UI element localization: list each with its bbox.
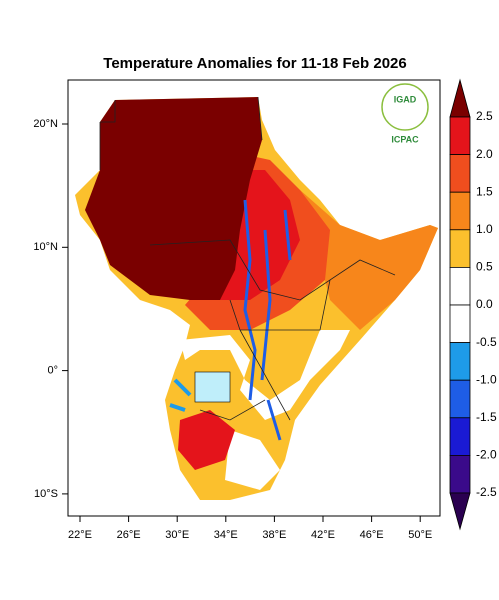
colorbar-label: 2.0 xyxy=(476,147,493,161)
map-area: IGAD ICPAC xyxy=(67,79,441,517)
colorbar-label: -1.5 xyxy=(476,410,497,424)
colorbar-label: 0.5 xyxy=(476,260,493,274)
logo-top: IGAD xyxy=(394,94,417,104)
colorbar-bin xyxy=(449,116,471,155)
lon-label: 30°E xyxy=(165,529,189,541)
neutral-south xyxy=(225,430,280,490)
borders xyxy=(99,96,396,421)
lat-label: 10°N xyxy=(33,241,58,253)
colorbar-label: -2.0 xyxy=(476,448,497,462)
colorbar-bin xyxy=(449,154,471,193)
lat-label: 0° xyxy=(47,365,58,377)
colorbar-label: -2.5 xyxy=(476,485,497,499)
colorbar-label: 2.5 xyxy=(476,109,493,123)
colorbar-label: -1.0 xyxy=(476,372,497,386)
lon-label: 42°E xyxy=(311,529,335,541)
lon-axis: 22°E 26°E 30°E 34°E 38°E 42°E 46°E 50°E xyxy=(68,516,432,541)
very-hot-north xyxy=(85,97,262,300)
colorbar-bin xyxy=(449,191,471,231)
lat-label: 10°S xyxy=(34,488,58,500)
lon-label: 50°E xyxy=(408,529,432,541)
colorbar-bin xyxy=(449,342,471,381)
orange-horn xyxy=(300,190,438,330)
lake-victoria xyxy=(194,371,231,403)
lon-label: 22°E xyxy=(68,529,92,541)
lon-label: 38°E xyxy=(262,529,286,541)
colorbar-bin xyxy=(449,304,471,343)
colorbar-bin xyxy=(449,229,471,268)
lat-label: 20°N xyxy=(33,118,58,130)
lon-label: 46°E xyxy=(360,529,384,541)
colorbar-bin xyxy=(449,454,471,494)
colorbar-bin xyxy=(449,266,471,306)
colorbar-label: 1.5 xyxy=(476,184,493,198)
cool-patches xyxy=(169,378,192,412)
map-frame xyxy=(67,79,441,517)
colorbar-label: 1.0 xyxy=(476,222,493,236)
logo-badge xyxy=(381,83,429,131)
map-title: Temperature Anomalies for 11-18 Feb 2026 xyxy=(103,55,406,72)
lon-label: 34°E xyxy=(214,529,238,541)
hot-south xyxy=(178,410,235,470)
colorbar-bin xyxy=(449,379,471,419)
colorbar: 2.5 2.0 1.5 1.0 0.5 0.0 -0.5 -1.0 -1.5 -2.0 -2.5 xyxy=(449,78,497,531)
colorbar-bottom xyxy=(449,492,471,531)
neutral-area xyxy=(180,330,350,420)
logo-bottom: ICPAC xyxy=(391,134,419,144)
colorbar-bin xyxy=(449,417,471,456)
cool-rift-streaks xyxy=(243,199,292,441)
lon-label: 26°E xyxy=(117,529,141,541)
colorbar-label: -0.5 xyxy=(476,335,497,349)
lat-axis: 20°N 10°N 0° 10°S xyxy=(33,118,68,500)
colorbar-label: 0.0 xyxy=(476,297,493,311)
